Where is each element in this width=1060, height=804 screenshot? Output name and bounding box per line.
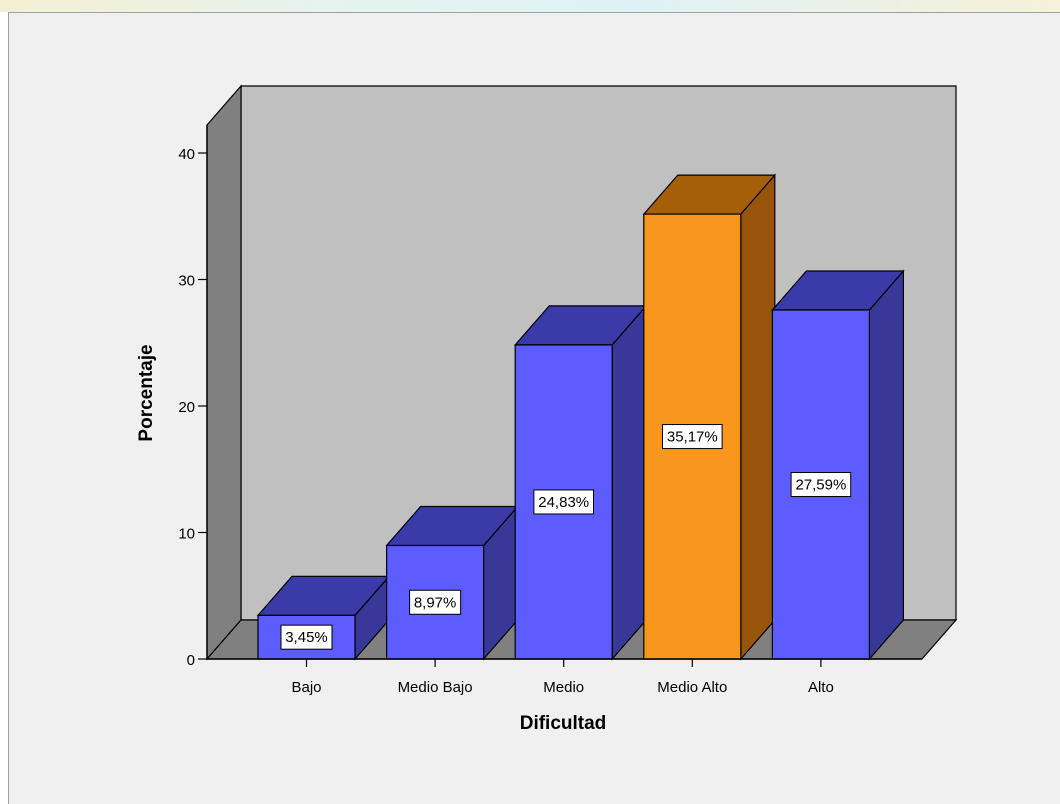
data-label: 8,97% — [414, 594, 457, 611]
bar-medio-bajo: 8,97% — [385, 504, 519, 661]
x-tick-label: Medio — [543, 679, 584, 696]
x-tick-label: Medio Bajo — [398, 679, 473, 696]
bar-side-face — [740, 173, 776, 661]
x-axis-title: Dificultad — [520, 713, 607, 734]
y-tick-label: 0 — [187, 652, 195, 669]
data-label: 3,45% — [285, 629, 328, 646]
bar-alto: 27,59% — [771, 269, 905, 661]
bar-medio: 24,83% — [513, 304, 648, 661]
bar-side-face — [868, 269, 905, 661]
y-tick-label: 20 — [178, 399, 195, 416]
bar-medio-alto: 35,17% — [642, 173, 777, 661]
data-label-box — [662, 424, 723, 450]
y-tick-label: 40 — [178, 146, 195, 163]
y-axis-title: Porcentaje — [136, 344, 157, 441]
x-tick-label: Alto — [808, 679, 834, 696]
bar-bajo: 3,45% — [256, 574, 391, 661]
bar-side-face — [611, 304, 647, 661]
y-tick-label: 10 — [178, 526, 195, 543]
data-label-box — [533, 489, 595, 515]
left-wall — [206, 84, 242, 661]
bars: 3,45% 8,97% 24,83% 35,17% 27,59% — [256, 173, 905, 661]
window-top-strip — [0, 0, 1060, 12]
x-tick-label: Bajo — [291, 679, 321, 696]
data-label-box — [790, 471, 852, 497]
data-label-box — [409, 589, 462, 615]
x-axis: Bajo Medio Bajo Medio Medio Alto Alto — [207, 658, 922, 696]
y-tick-label: 30 — [178, 273, 195, 290]
data-label: 27,59% — [795, 476, 846, 493]
y-axis: 0 10 20 30 40 — [178, 125, 208, 669]
data-label: 24,83% — [538, 494, 589, 511]
data-label: 35,17% — [667, 429, 718, 446]
data-label-box — [280, 624, 333, 650]
x-tick-label: Medio Alto — [657, 679, 727, 696]
